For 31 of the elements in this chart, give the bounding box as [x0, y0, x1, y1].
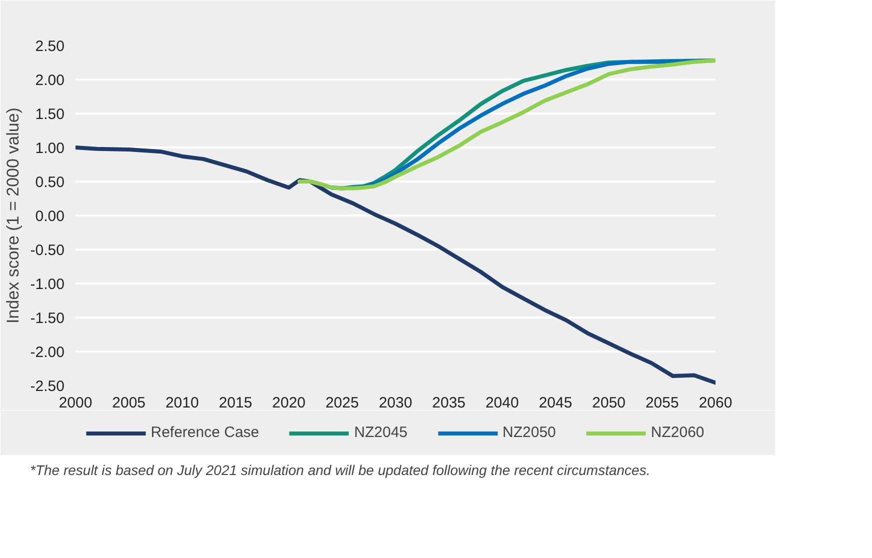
x-tick-label: 2040 [485, 394, 519, 412]
legend-label: NZ2045 [354, 424, 408, 441]
x-tick-label: 2035 [432, 394, 466, 412]
x-tick-label: 2050 [592, 394, 626, 412]
x-tick-label: 2055 [645, 394, 679, 412]
y-tick-label: -0.50 [30, 242, 65, 259]
x-tick-label: 2020 [272, 394, 306, 412]
y-tick-label: 2.00 [35, 72, 65, 89]
y-tick-label: 1.00 [35, 140, 65, 157]
line-series [76, 146, 716, 385]
x-tick-label: 2030 [378, 394, 412, 412]
x-tick-label: 2045 [538, 394, 572, 412]
legend-label: Reference Case [150, 424, 260, 441]
legend-label: NZ2060 [650, 424, 704, 441]
y-tick-label: 0.00 [35, 208, 65, 225]
y-axis-title: Index score (1 = 2000 value) [3, 108, 22, 324]
legend-label: NZ2050 [502, 424, 556, 441]
x-tick-label: 2010 [165, 394, 199, 412]
x-tick-label: 2005 [112, 394, 146, 412]
y-tick-label: -2.50 [30, 378, 65, 395]
x-tick-label: 2025 [325, 394, 359, 412]
y-tick-label: -1.50 [30, 310, 65, 327]
y-tick-label: 0.50 [35, 174, 65, 191]
y-tick-label: 2.50 [35, 38, 65, 55]
y-tick-label: -1.00 [30, 276, 65, 293]
y-tick-label: 1.50 [35, 106, 65, 123]
y-tick-label: -2.00 [30, 344, 65, 361]
x-tick-label: 2060 [698, 394, 732, 412]
text: *The result is based on July 2021 simulation and will be updated following the recent circumstances. [30, 461, 650, 480]
x-tick-label: 2015 [218, 394, 252, 412]
x-tick-label: 2000 [58, 394, 92, 412]
